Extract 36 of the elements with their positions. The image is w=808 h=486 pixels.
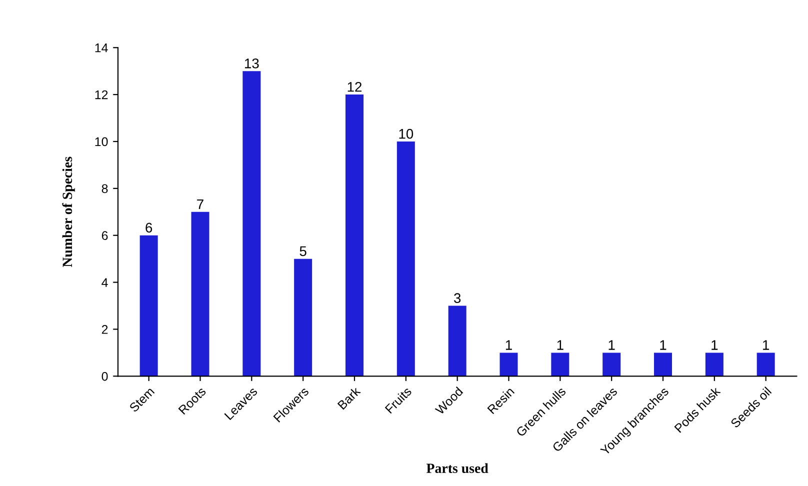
data-label: 1	[557, 340, 564, 350]
data-label: 1	[763, 340, 770, 350]
data-label: 1	[608, 340, 615, 350]
bar	[191, 212, 210, 376]
bar	[551, 352, 570, 376]
y-tick-label: 8	[102, 184, 108, 194]
x-axis-title: Parts used	[426, 463, 488, 474]
bar	[654, 352, 672, 376]
data-label: 1	[712, 340, 718, 350]
y-tick-label: 4	[102, 278, 108, 287]
bar	[705, 352, 724, 376]
bar	[756, 352, 775, 376]
data-label: 7	[197, 199, 204, 210]
bar	[448, 306, 466, 376]
y-tick-label: 12	[95, 90, 108, 100]
data-label: 5	[300, 246, 306, 256]
data-label: 3	[454, 293, 461, 304]
data-label: 6	[146, 222, 152, 233]
data-label: 1	[506, 340, 512, 350]
data-label: 1	[660, 340, 666, 350]
data-label: 10	[399, 128, 414, 139]
bar	[294, 258, 312, 376]
bar	[242, 71, 261, 376]
bar	[345, 94, 364, 376]
bar	[396, 141, 415, 376]
data-label: 12	[348, 82, 362, 92]
y-tick-label: 10	[95, 137, 108, 146]
bar	[500, 352, 518, 376]
y-tick-label: 6	[102, 231, 108, 240]
y-tick-label: 2	[102, 325, 108, 334]
y-tick-label: 0	[102, 372, 108, 381]
y-axis-title: Number of Species	[62, 156, 75, 268]
data-label: 13	[244, 58, 259, 68]
y-tick-label: 14	[95, 44, 108, 52]
bar	[140, 235, 158, 376]
bar	[602, 352, 621, 376]
